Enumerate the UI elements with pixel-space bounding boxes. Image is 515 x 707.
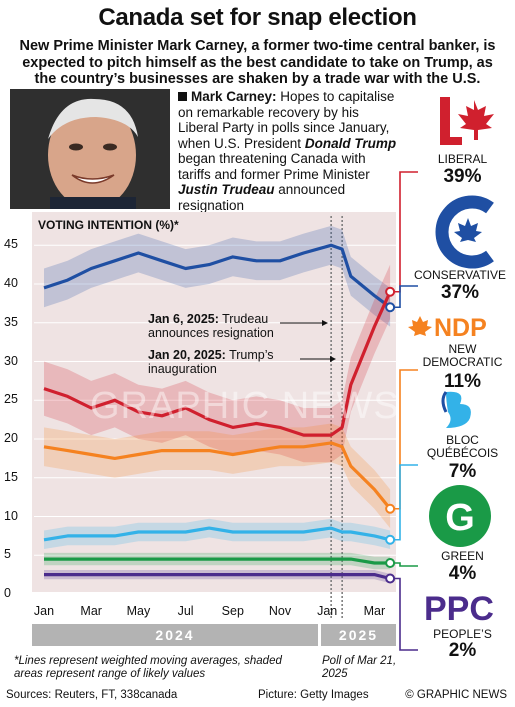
- series-endpoint-conservative: [385, 302, 396, 313]
- connector-liberal: [394, 171, 418, 293]
- x-tick-0: Jan: [33, 604, 55, 618]
- caption-name: Mark Carney:: [191, 89, 277, 104]
- annotation-jan20-text: Trump’s inauguration: [148, 348, 274, 376]
- x-tick-3: Jul: [177, 604, 194, 618]
- year-bar-2025: 2025: [321, 624, 396, 646]
- y-tick-30: 30: [4, 353, 18, 368]
- party-value-green: 4%: [448, 563, 477, 584]
- x-tick-1: Mar: [80, 604, 102, 618]
- caption-trudeau: Justin Trudeau: [178, 182, 275, 197]
- party-value-peoples: 2%: [448, 640, 477, 661]
- band-green: [44, 552, 391, 570]
- annotation-jan20-date: Jan 20, 2025:: [148, 348, 226, 362]
- y-tick-35: 35: [4, 314, 18, 329]
- connector-conservative: [394, 285, 418, 309]
- party-name-ndp: NEW DEMOCRATIC: [422, 342, 503, 369]
- y-tick-45: 45: [4, 237, 18, 252]
- party-name-green: GREEN: [441, 549, 484, 563]
- party-value-ndp: 11%: [444, 371, 481, 392]
- party-name-conservative: CONSERVATIVE: [413, 268, 507, 282]
- portrait-image: [10, 89, 170, 209]
- series-line-bloc-qu-b-cois: [43, 526, 391, 542]
- footer-credit: © GRAPHIC NEWS: [405, 689, 507, 701]
- method-note: *Lines represent weighted moving average…: [14, 655, 282, 680]
- series-endpoint-ndp: [385, 503, 396, 514]
- annotation-jan6-date: Jan 6, 2025:: [148, 312, 219, 326]
- footer-sources: Sources: Reuters, FT, 338canada: [6, 689, 178, 701]
- series-endpoint-bloc-qu-b-cois: [385, 534, 396, 545]
- band-bloc-qu-b-cois: [44, 518, 391, 549]
- series-line-people-s: [44, 572, 391, 581]
- portrait-caption: Mark Carney: Hopes to capitalise on rema…: [178, 89, 400, 213]
- x-tick-4: Sep: [221, 604, 244, 618]
- caption-text-1: Hopes to capitalise on remarkable recove…: [178, 89, 395, 151]
- x-tick-6: Jan: [317, 604, 338, 618]
- band-conservative: [44, 225, 391, 327]
- annotation-arrowhead-jan6: [322, 320, 328, 326]
- caption-square-marker: [178, 92, 187, 101]
- band-liberal: [44, 264, 391, 463]
- y-tick-20: 20: [4, 431, 18, 445]
- connector-bloc-qu-b-cois: [394, 464, 418, 541]
- series-line-green: [44, 557, 391, 565]
- poll-date-note: Poll of Mar 21, 2025: [322, 655, 397, 680]
- annotation-jan6: Jan 6, 2025: Trudeau announces resignati…: [148, 312, 328, 340]
- year-bar-2024: 2024: [32, 624, 318, 646]
- connector-ndp: [394, 369, 418, 510]
- series-line-ndp: [43, 441, 392, 510]
- party-name-bloc: BLOC QUÉBÉCOIS: [426, 433, 499, 460]
- caption-text-3: announced resignation: [178, 182, 346, 213]
- portrait-photo: [10, 89, 170, 209]
- annotation-jan20: Jan 20, 2025: Trump’s inauguration: [148, 348, 328, 376]
- x-tick-7: Mar: [363, 604, 386, 618]
- party-value-liberal: 39%: [443, 166, 482, 187]
- party-value-conservative: 37%: [440, 282, 480, 303]
- party-value-bloc: 7%: [448, 461, 477, 482]
- connector-green: [394, 562, 418, 567]
- series-endpoint-liberal: [385, 286, 396, 297]
- y-tick-5: 5: [4, 547, 11, 562]
- y-tick-15: 15: [4, 469, 18, 484]
- x-tick-5: Nov: [268, 604, 292, 618]
- caption-text-2: began threatening Canada with tariffs an…: [178, 151, 370, 182]
- y-tick-0: 0: [4, 586, 11, 600]
- caption-trump: Donald Trump: [304, 135, 397, 151]
- annotation-jan6-text: Trudeau announces resignation: [148, 312, 274, 340]
- series-endpoint-green: [385, 558, 396, 568]
- band-people-s: [44, 570, 391, 584]
- band-ndp: [44, 423, 391, 529]
- series-line-liberal: [43, 291, 392, 437]
- page-title: Canada set for snap election: [98, 4, 417, 31]
- page-subtitle: New Prime Minister Mark Carney, a former…: [19, 38, 496, 87]
- series-line-conservative: [43, 243, 392, 309]
- annotation-arrowhead-jan20: [330, 356, 336, 362]
- connector-people-s: [394, 577, 418, 651]
- y-tick-25: 25: [4, 392, 18, 407]
- party-name-peoples: PEOPLE’S: [433, 627, 492, 641]
- y-tick-40: 40: [4, 276, 18, 290]
- series-endpoint-people-s: [385, 573, 396, 584]
- x-tick-2: May: [126, 604, 151, 618]
- y-tick-10: 10: [4, 508, 18, 523]
- chart-title: VOTING INTENTION (%)*: [38, 218, 179, 232]
- footer-picture-credit: Picture: Getty Images: [258, 689, 369, 701]
- party-name-liberal: LIBERAL: [437, 152, 488, 166]
